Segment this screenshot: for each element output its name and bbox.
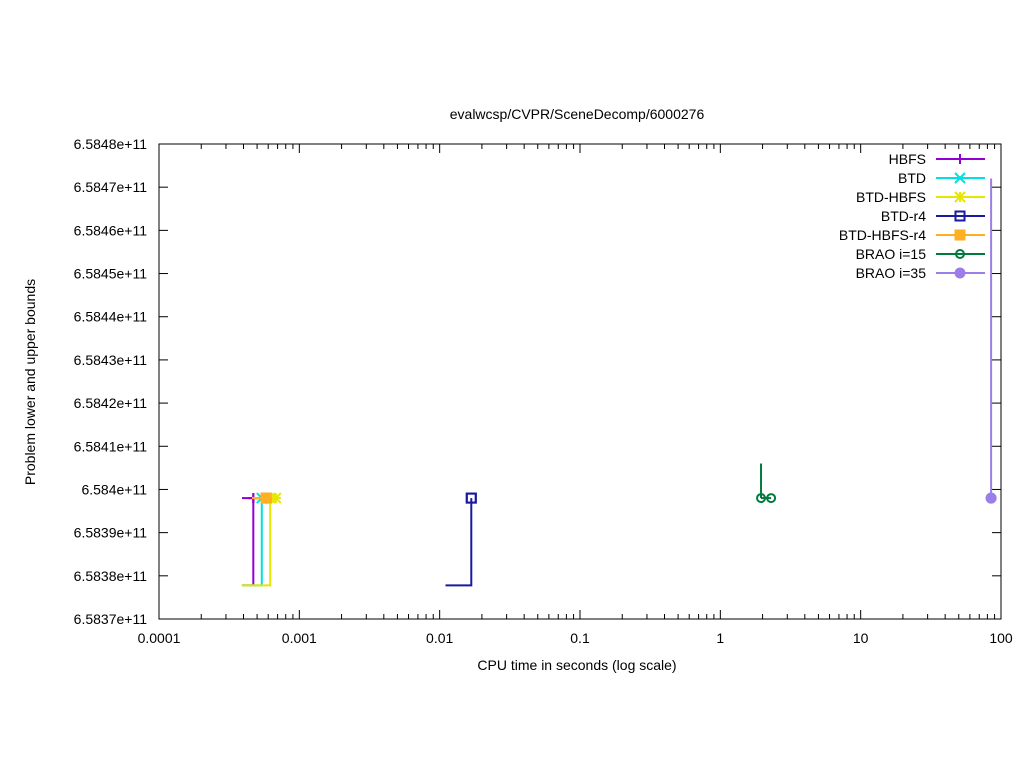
legend-marker	[954, 229, 966, 241]
marker-plus	[955, 154, 965, 164]
y-tick-label: 6.5847e+11	[74, 179, 148, 195]
series-btd-hbfs-r4	[252, 492, 272, 504]
marker-star	[954, 191, 966, 203]
legend-label: BRAO i=35	[856, 265, 927, 281]
x-tick-label: 0.1	[570, 630, 590, 646]
marker-open-square	[954, 210, 966, 222]
marker-star	[270, 492, 282, 504]
marker-open-circle	[766, 493, 777, 504]
legend-marker	[954, 172, 966, 184]
marker-open-circle	[955, 249, 965, 259]
series-btd-r4	[445, 492, 477, 587]
x-tick-label: 0.0001	[138, 630, 181, 646]
data-point-marker	[756, 493, 767, 504]
y-tick-label: 6.5842e+11	[74, 395, 148, 411]
marker-open-circle	[756, 493, 767, 504]
marker-cross	[954, 172, 966, 184]
data-point-marker	[985, 492, 997, 504]
legend-marker	[955, 154, 965, 164]
series-lower-bound-line	[241, 498, 263, 587]
data-point-marker	[260, 492, 272, 504]
x-tick-label: 1	[716, 630, 724, 646]
y-tick-label: 6.5839e+11	[74, 525, 148, 541]
series-lower-bound-line	[445, 498, 473, 587]
legend-label: BTD-HBFS-r4	[839, 227, 926, 243]
legend-label: BTD-HBFS	[856, 189, 926, 205]
series-layer	[241, 178, 997, 587]
legend-label: HBFS	[889, 151, 926, 167]
marker-filled-circle	[985, 492, 997, 504]
series-lower-bound-line	[241, 498, 272, 587]
legend-label: BTD-r4	[881, 208, 926, 224]
y-tick-label: 6.5843e+11	[74, 352, 148, 368]
y-tick-label: 6.5841e+11	[74, 438, 148, 454]
marker-open-square	[465, 492, 477, 504]
x-tick-label: 100	[989, 630, 1013, 646]
marker-filled-circle	[954, 267, 966, 279]
plot-frame	[158, 143, 1002, 620]
marker-filled-square	[260, 492, 272, 504]
series-brao-i-35	[985, 178, 997, 504]
series-btd	[241, 492, 272, 587]
y-tick-label: 6.5844e+11	[74, 309, 148, 325]
y-axis-label: Problem lower and upper bounds	[22, 279, 38, 485]
y-tick-label: 6.5838e+11	[74, 568, 148, 584]
legend-marker	[954, 267, 966, 279]
series-hbfs	[241, 493, 259, 587]
x-tick-label: 0.01	[426, 630, 453, 646]
legend-marker	[955, 249, 965, 259]
y-tick-label: 6.5846e+11	[74, 222, 148, 238]
series-brao-i-15	[756, 463, 777, 504]
marker-filled-square	[954, 229, 966, 241]
x-tick-label: 10	[853, 630, 869, 646]
axis-ticks: 0.0001 0.001 0.01 0.1 1 10 100 6.5837e+11 6.5838…	[74, 136, 1013, 646]
legend-label: BTD	[898, 170, 926, 186]
legend: HBFS BTD BTD-HBFS BTD-r4 BTD-HBFS-r4 BRAO i=1…	[839, 151, 985, 281]
legend-label: BRAO i=15	[856, 246, 927, 262]
data-point-marker	[465, 492, 477, 504]
y-tick-label: 6.5837e+11	[74, 611, 148, 627]
y-tick-label: 6.5845e+11	[74, 266, 148, 282]
data-point-marker	[766, 493, 777, 504]
y-tick-label: 6.584e+11	[81, 481, 147, 497]
series-lower-bound-line	[241, 498, 255, 587]
y-tick-label: 6.5848e+11	[74, 136, 148, 152]
x-tick-label: 0.001	[282, 630, 317, 646]
x-axis-label: CPU time in seconds (log scale)	[477, 657, 676, 673]
legend-marker	[954, 191, 966, 203]
legend-marker	[954, 210, 966, 222]
data-point-marker	[270, 492, 282, 504]
chart-title: evalwcsp/CVPR/SceneDecomp/6000276	[450, 106, 705, 122]
